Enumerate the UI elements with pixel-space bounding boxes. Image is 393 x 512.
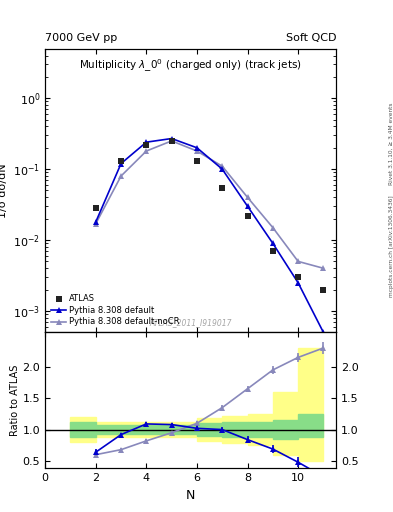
ATLAS [144,142,149,148]
Text: Soft QCD: Soft QCD [286,33,336,43]
Text: mcplots.cern.ch [arXiv:1306.3436]: mcplots.cern.ch [arXiv:1306.3436] [389,195,393,296]
Pythia 8.308 default [169,136,174,142]
Pythia 8.308 default-noCR [144,148,149,154]
ATLAS [245,212,250,219]
Text: Multiplicity $\lambda$_0$^0$ (charged only) (track jets): Multiplicity $\lambda$_0$^0$ (charged on… [79,57,302,74]
Bar [70,417,96,442]
Bar [248,422,273,437]
Pythia 8.308 default-noCR [195,148,199,154]
Pythia 8.308 default-noCR [270,224,275,230]
Bar [146,422,172,437]
Legend: ATLAS, Pythia 8.308 default, Pythia 8.308 default-noCR: ATLAS, Pythia 8.308 default, Pythia 8.30… [50,293,182,328]
Bar [96,422,121,437]
Pythia 8.308 default [119,160,123,166]
ATLAS [321,287,326,293]
Y-axis label: 1/σ dσ/dN: 1/σ dσ/dN [0,163,8,218]
Bar [121,422,146,437]
Pythia 8.308 default [245,203,250,209]
Pythia 8.308 default-noCR [321,265,326,271]
Bar [222,422,248,437]
Pythia 8.308 default-noCR [119,173,123,179]
Bar [172,422,197,437]
Bar [197,418,222,441]
Bar [248,414,273,445]
ATLAS [94,205,98,211]
Pythia 8.308 default [321,329,326,335]
Bar [172,425,197,434]
Y-axis label: Ratio to ATLAS: Ratio to ATLAS [10,365,20,436]
Bar [146,425,172,434]
Text: Rivet 3.1.10, ≥ 3.4M events: Rivet 3.1.10, ≥ 3.4M events [389,102,393,185]
ATLAS [220,184,224,190]
Bar [298,414,323,437]
Pythia 8.308 default [220,166,224,172]
Bar [197,423,222,436]
Pythia 8.308 default [270,240,275,246]
Pythia 8.308 default-noCR [220,163,224,169]
Bar [70,422,96,437]
ATLAS [169,138,174,144]
Bar [121,425,146,434]
ATLAS [119,158,123,164]
Pythia 8.308 default [296,280,300,286]
Text: ATLAS_2011_I919017: ATLAS_2011_I919017 [149,317,232,327]
ATLAS [195,158,199,164]
Line: Pythia 8.308 default: Pythia 8.308 default [92,135,327,336]
Pythia 8.308 default [94,219,98,225]
Pythia 8.308 default [144,139,149,145]
Bar [273,420,298,439]
X-axis label: N: N [186,489,195,502]
Pythia 8.308 default-noCR [94,221,98,227]
Bar [273,392,298,455]
Pythia 8.308 default-noCR [296,259,300,265]
Bar [222,416,248,443]
Line: ATLAS: ATLAS [92,137,327,293]
ATLAS [296,274,300,280]
Pythia 8.308 default-noCR [169,138,174,144]
Bar [298,348,323,461]
Bar [96,425,121,434]
Line: Pythia 8.308 default-noCR: Pythia 8.308 default-noCR [92,137,327,272]
Pythia 8.308 default-noCR [245,194,250,200]
ATLAS [270,248,275,254]
Pythia 8.308 default [195,145,199,151]
Text: 7000 GeV pp: 7000 GeV pp [45,33,118,43]
